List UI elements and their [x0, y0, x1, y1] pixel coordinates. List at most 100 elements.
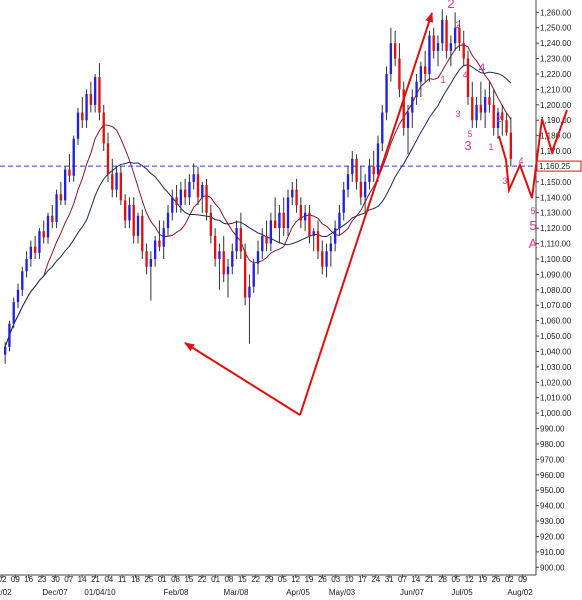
candle: [458, 20, 461, 51]
candle-body: [441, 20, 444, 44]
candle-body: [286, 197, 290, 229]
candle: [291, 181, 294, 206]
candle-body: [278, 212, 281, 229]
candle-body: [393, 43, 397, 59]
candle-body: [231, 251, 234, 267]
candle-body: [16, 289, 20, 303]
y-tick-label: 1,000.00: [540, 409, 572, 418]
wave-label: 2: [496, 114, 501, 124]
candle: [462, 30, 465, 67]
candle: [3, 342, 7, 364]
candle: [183, 178, 187, 206]
x-tick-label: 17: [358, 575, 367, 584]
x-tick-label: 14: [411, 575, 420, 584]
candle-body: [291, 189, 294, 198]
candle-body: [372, 166, 375, 175]
candle-body: [158, 240, 161, 247]
candle: [59, 181, 63, 206]
candle-body: [385, 73, 388, 113]
x-tick-label: 01: [158, 575, 167, 584]
x-tick-label: 31: [385, 575, 394, 584]
y-tick-label: 1,150.00: [540, 178, 572, 187]
candle: [136, 212, 140, 244]
candle-body: [106, 143, 110, 175]
candles: [3, 9, 513, 364]
wave-label: 3: [502, 176, 507, 186]
wave-label: 2: [447, 0, 454, 11]
candle-body: [209, 212, 213, 236]
x-tick-label: 04: [104, 575, 113, 584]
y-tick-label: 1,120.00: [540, 224, 572, 233]
candle: [128, 197, 131, 229]
candle: [33, 235, 37, 259]
candle-body: [213, 235, 217, 259]
candle-body: [252, 263, 255, 287]
candle: [218, 243, 221, 290]
candle-body: [72, 138, 75, 176]
candle-body: [68, 169, 71, 176]
x-tick-label: 21: [425, 575, 434, 584]
candle: [368, 158, 371, 190]
candle-body: [38, 231, 41, 253]
candle: [72, 135, 75, 182]
candle-body: [59, 194, 63, 201]
candle-body: [308, 212, 311, 236]
x-tick-label: 11: [118, 575, 127, 584]
y-tick-label: 1,180.00: [540, 132, 572, 141]
candle-body: [175, 197, 178, 206]
moving-average-line: [4, 64, 512, 347]
candle: [141, 209, 144, 259]
x-period-label: v/02: [0, 588, 12, 597]
candle-body: [329, 243, 333, 252]
candle-body: [269, 220, 273, 244]
candle: [89, 81, 93, 113]
y-tick-label: 1,130.00: [540, 209, 572, 218]
candle-body: [115, 172, 118, 190]
candle: [389, 27, 393, 82]
candle: [509, 117, 513, 167]
candle: [269, 212, 273, 252]
y-tick-label: 1,170.00: [540, 147, 572, 156]
candle: [162, 220, 165, 259]
candle: [329, 235, 333, 267]
wave-label: 5: [529, 218, 536, 233]
candle: [423, 50, 427, 82]
y-tick-label: 1,260.00: [540, 8, 572, 17]
candle-body: [449, 43, 453, 51]
plot-area: [0, 0, 537, 576]
x-tick-label: 19: [478, 575, 487, 584]
annotations: [184, 12, 568, 416]
y-tick-label: 1,240.00: [540, 39, 572, 48]
wave-label: 3: [464, 138, 471, 153]
candle-body: [188, 181, 191, 198]
candle: [398, 43, 401, 98]
y-tick-label: 1,010.00: [540, 394, 572, 403]
x-tick-label: 05: [278, 575, 287, 584]
candle: [196, 166, 200, 206]
candle: [381, 104, 384, 152]
candle: [303, 205, 307, 232]
candle: [316, 220, 320, 259]
candle: [102, 104, 105, 152]
y-tick-label: 980.00: [540, 440, 565, 449]
candle: [359, 166, 363, 206]
candle: [55, 189, 58, 229]
candle-body: [128, 205, 131, 221]
x-tick-label: 10: [345, 575, 354, 584]
candle: [222, 235, 225, 283]
candle-body: [458, 27, 461, 44]
candle: [252, 258, 255, 293]
candle: [132, 197, 135, 244]
y-tick-label: 930.00: [540, 517, 565, 526]
candle-body: [81, 112, 84, 121]
candle-body: [411, 97, 414, 113]
candle-body: [402, 89, 405, 128]
candle: [402, 81, 405, 136]
candle: [201, 181, 204, 213]
x-tick-label: 03: [331, 575, 340, 584]
wave-label: 1: [440, 75, 446, 86]
candle-body: [145, 251, 148, 267]
candle-body: [453, 27, 457, 44]
candle-body: [342, 189, 345, 213]
